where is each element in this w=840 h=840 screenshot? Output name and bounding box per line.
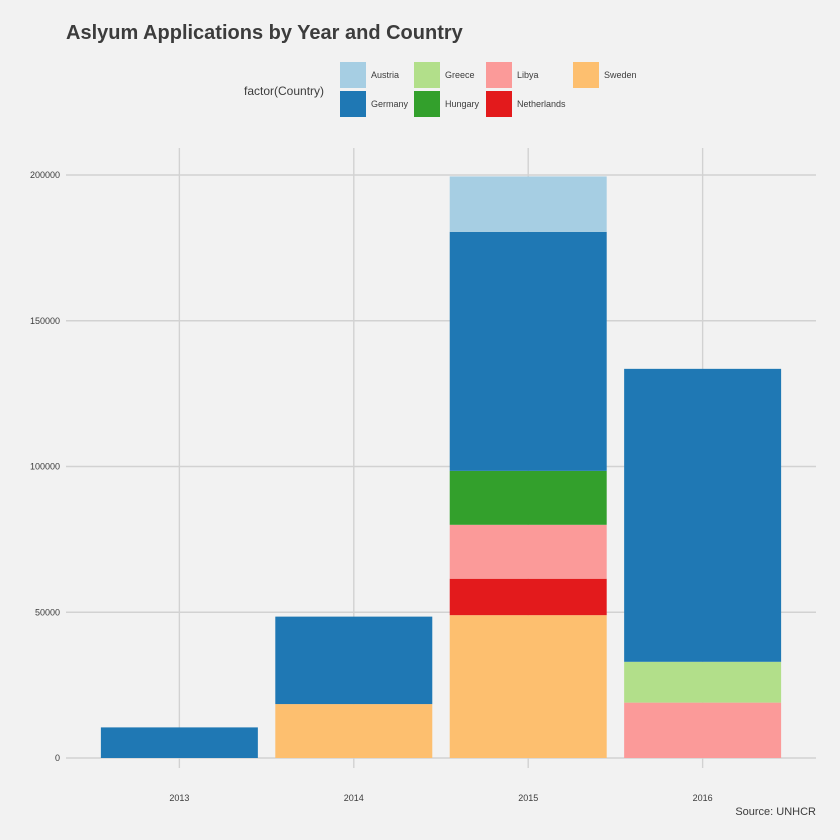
- bar-2016-greece: [624, 661, 782, 703]
- legend: factor(Country) Austria Germany Greece Hung…: [244, 62, 637, 117]
- bar-2015-germany: [449, 231, 607, 471]
- legend-label: Netherlands: [517, 99, 566, 109]
- bar-2014-germany: [275, 616, 433, 705]
- legend-title: factor(Country): [244, 84, 324, 98]
- legend-label: Austria: [371, 70, 399, 80]
- legend-key-netherlands: [486, 91, 512, 117]
- y-tick-label: 50000: [35, 607, 60, 617]
- x-tick-label: 2016: [693, 793, 713, 803]
- x-tick-label: 2013: [169, 793, 189, 803]
- bar-2014-sweden: [275, 704, 433, 758]
- bar-2015-netherlands: [449, 578, 607, 616]
- chart-title: Aslyum Applications by Year and Country: [66, 22, 464, 44]
- y-tick-label: 150000: [30, 316, 60, 326]
- bar-2015-hungary: [449, 470, 607, 525]
- x-axis-ticks: 2013 2014 2015 2016: [169, 793, 712, 803]
- y-axis-ticks: 0 50000 100000 150000 200000: [30, 170, 60, 763]
- bar-2015-austria: [449, 176, 607, 232]
- legend-label: Germany: [371, 99, 409, 109]
- legend-label: Greece: [445, 70, 475, 80]
- legend-key-hungary: [414, 91, 440, 117]
- y-tick-label: 0: [55, 753, 60, 763]
- legend-key-libya: [486, 62, 512, 88]
- bar-2015-libya: [449, 524, 607, 579]
- legend-key-greece: [414, 62, 440, 88]
- bar-2015-sweden: [449, 615, 607, 758]
- bar-2013-germany: [100, 727, 258, 758]
- legend-key-sweden: [573, 62, 599, 88]
- legend-label: Libya: [517, 70, 539, 80]
- y-tick-label: 200000: [30, 170, 60, 180]
- x-tick-label: 2014: [344, 793, 364, 803]
- legend-label: Sweden: [604, 70, 637, 80]
- bars: [100, 176, 782, 758]
- caption: Source: UNHCR: [735, 806, 816, 818]
- legend-key-germany: [340, 91, 366, 117]
- bar-2016-libya: [624, 702, 782, 758]
- legend-key-austria: [340, 62, 366, 88]
- legend-label: Hungary: [445, 99, 480, 109]
- bar-2016-germany: [624, 368, 782, 662]
- x-tick-label: 2015: [518, 793, 538, 803]
- y-tick-label: 100000: [30, 462, 60, 472]
